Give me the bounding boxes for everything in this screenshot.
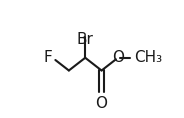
Text: CH₃: CH₃: [134, 50, 162, 65]
Text: Br: Br: [77, 32, 94, 47]
Text: F: F: [44, 50, 52, 65]
Text: O: O: [112, 50, 124, 65]
Text: O: O: [95, 96, 108, 111]
